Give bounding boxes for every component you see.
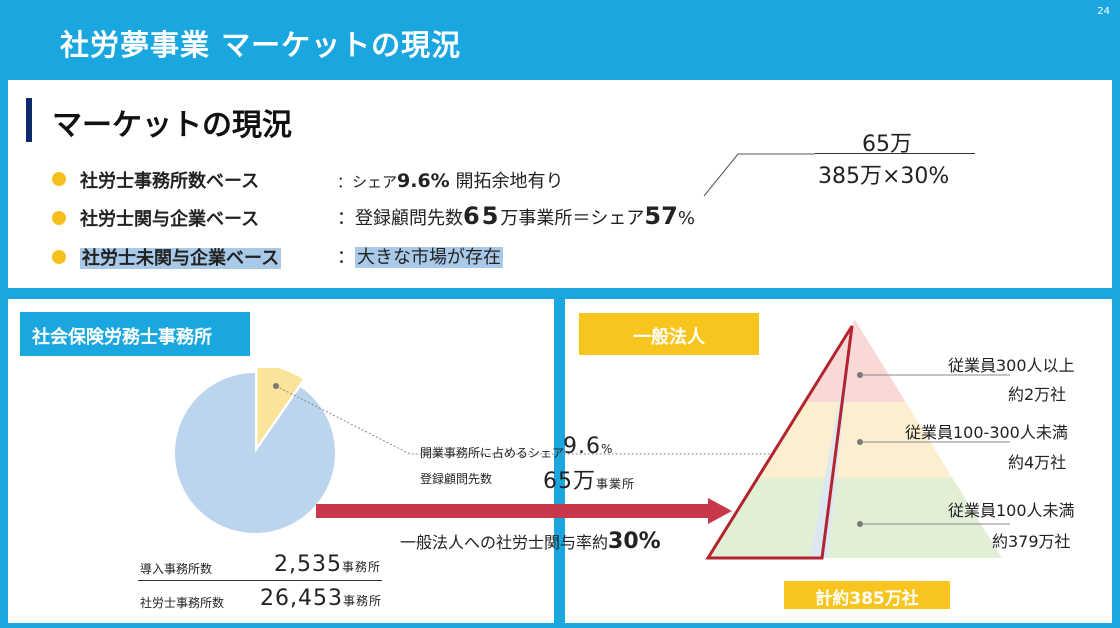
share-number: 9.6 — [563, 434, 601, 459]
intro-offices-unit: 事務所 — [341, 560, 381, 574]
bullet-label-uninvolved: 社労士未関与企業ベース — [80, 248, 282, 269]
bullet-prefix: ：シェア — [337, 173, 398, 191]
bullet-rest: 開拓余地有り — [449, 171, 564, 192]
pie-slice-share — [257, 368, 303, 446]
bullet-highlight: 大きな市場が存在 — [355, 247, 503, 268]
section-accent-bar — [26, 98, 32, 142]
tier-under-100-count: 約379万社 — [992, 532, 1071, 551]
involvement-rate-label: 一般法人への社労士関与率約 — [400, 533, 609, 552]
pyramid-involved-outline — [705, 325, 854, 560]
share-pie-chart — [175, 368, 335, 533]
bullet-prefix: ：登録顧問先数 — [337, 208, 463, 229]
tier-100-300-label: 従業員100-300人未満 — [905, 423, 1068, 442]
bullet-label-client-base: 社労士関与企業ベース — [80, 209, 260, 230]
tier-under-100-label: 従業員100人未満 — [948, 501, 1075, 520]
stats-divider — [138, 580, 382, 581]
clients-label: 登録顧問先数 — [420, 472, 493, 486]
bullet-prefix: ： — [337, 247, 355, 268]
bullet-strong: 9.6% — [397, 170, 450, 192]
clients-number: 65万 — [543, 469, 596, 494]
tier-300-label: 従業員300人以上 — [948, 356, 1075, 375]
pyramid-tier-bottom — [706, 478, 1002, 558]
clients-unit: 事業所 — [596, 477, 636, 491]
share-value: 9.6% — [563, 434, 613, 459]
corporation-pyramid — [705, 320, 1010, 560]
involvement-rate-value: 30% — [608, 529, 661, 554]
page-number: 24 — [1097, 6, 1110, 17]
intro-offices-label: 導入事務所数 — [140, 562, 213, 576]
share-unit: % — [601, 442, 614, 456]
fraction-bar — [815, 153, 975, 154]
bullet-label-office-base: 社労士事務所数ベース — [80, 171, 260, 192]
intro-offices-value: 2,535事務所 — [274, 552, 381, 577]
clients-value: 65万事業所 — [543, 463, 635, 495]
share-label: 開業事務所に占めるシェア — [420, 446, 565, 460]
pie-slice-other — [175, 373, 335, 533]
fraction-denominator: 385万×30% — [818, 164, 950, 189]
tier-100-300-count: 約4万社 — [1008, 453, 1067, 472]
bullet-value-uninvolved: ：大きな市場が存在 — [337, 243, 503, 269]
bullet-dot — [52, 211, 66, 225]
fraction-numerator: 65万 — [862, 132, 912, 157]
total-offices-unit: 事務所 — [342, 594, 382, 608]
bullet-mid: 万事業所＝シェア — [500, 208, 645, 229]
sharoushi-office-tag: 社会保険労務士事務所 — [20, 312, 250, 356]
bullet-label-uninvolved-wrap: 社労士未関与企業ベース — [80, 244, 282, 270]
bullet-dot — [52, 172, 66, 186]
bullet-dot — [52, 250, 66, 264]
total-offices-number: 26,453 — [260, 586, 343, 611]
general-corporation-tag: 一般法人 — [579, 313, 759, 355]
bullet-value-office-base: ：シェア9.6% 開拓余地有り — [337, 167, 563, 193]
total-offices-label: 社労士事務所数 — [140, 596, 225, 610]
total-corporations-tag: 計約385万社 — [784, 581, 950, 609]
intro-offices-number: 2,535 — [274, 552, 342, 577]
total-offices-value: 26,453事務所 — [260, 586, 382, 611]
bullet-strong-2: 57 — [644, 202, 678, 230]
bullet-value-client-base: ：登録顧問先数65万事業所＝シェア57% — [337, 202, 695, 230]
page-title: 社労夢事業 マーケットの現況 — [60, 28, 462, 62]
bullet-strong: 65 — [463, 202, 501, 230]
tier-300-count: 約2万社 — [1008, 385, 1067, 404]
pyramid-share-overlay — [810, 332, 852, 558]
fraction-leader-line — [703, 153, 815, 197]
involvement-rate: 一般法人への社労士関与率約30% — [400, 529, 661, 554]
section-title: マーケットの現況 — [52, 108, 292, 143]
bullet-suffix: % — [677, 208, 695, 229]
involvement-arrow — [316, 498, 732, 524]
